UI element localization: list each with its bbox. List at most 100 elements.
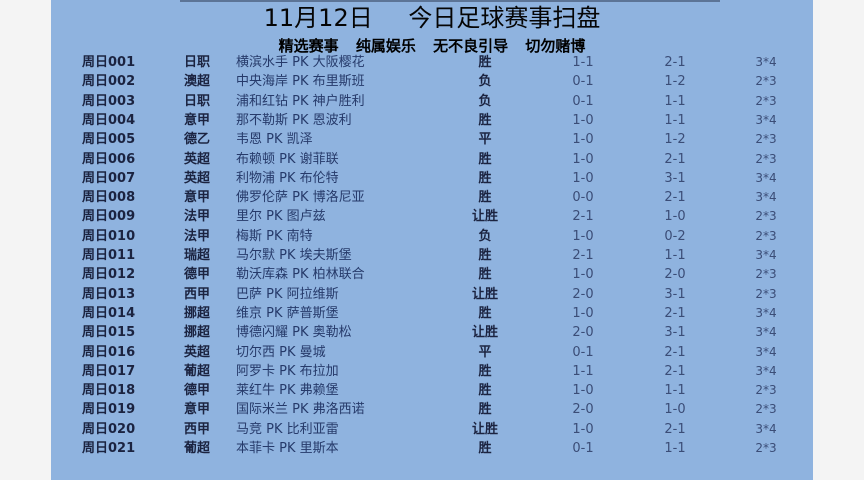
goals-pick: 3*4 [755,421,777,436]
goals-pick: 3*4 [755,305,777,320]
score-pick-1: 0-1 [572,74,594,90]
score-pick-2: 2-1 [664,421,686,437]
match-id: 周日005 [82,132,136,148]
table-row: 周日012 德甲 勒沃库森 PK 柏林联合 胜 1-0 2-0 2*3 [0,265,864,284]
fixture: 本菲卡 PK 里斯本 [236,441,339,456]
prediction: 平 [478,132,492,148]
match-id: 周日014 [82,305,136,321]
match-id: 周日012 [82,267,136,283]
score-pick-2: 2-1 [664,363,686,379]
table-row: 周日008 意甲 佛罗伦萨 PK 博洛尼亚 胜 0-0 2-1 3*4 [0,188,864,207]
fixture: 马尔默 PK 埃夫斯堡 [236,248,352,263]
goals-pick: 3*4 [755,248,777,262]
score-pick-1: 2-0 [572,402,594,418]
league: 挪超 [184,325,211,341]
goals-pick: 3*4 [755,190,777,205]
league: 英超 [184,151,211,167]
match-id: 周日002 [82,74,136,90]
table-row: 周日001 日职 横滨水手 PK 大阪樱花 胜 1-1 2-1 3*4 [0,53,864,72]
league: 法甲 [184,209,211,225]
prediction: 胜 [478,383,492,399]
table-row: 周日013 西甲 巴萨 PK 阿拉维斯 让胜 2-0 3-1 2*3 [0,285,864,304]
goals-pick: 2*3 [755,228,777,243]
score-pick-1: 0-0 [572,190,594,206]
prediction: 胜 [478,267,492,283]
score-pick-1: 0-1 [572,344,594,360]
table-row: 周日018 德甲 莱红牛 PK 弗赖堡 胜 1-0 1-1 2*3 [0,381,864,400]
fixture: 里尔 PK 图卢兹 [236,209,326,225]
prediction: 让胜 [471,325,498,341]
score-pick-1: 1-0 [572,132,594,148]
league: 日职 [184,93,211,109]
match-id: 周日011 [82,248,136,263]
goals-pick: 3*4 [755,112,777,127]
score-pick-2: 1-2 [664,132,686,148]
fixture: 梅斯 PK 南特 [236,228,313,244]
fixture: 佛罗伦萨 PK 博洛尼亚 [236,190,365,206]
match-id: 周日018 [82,383,136,399]
goals-pick: 2*3 [755,383,777,398]
league: 德甲 [184,383,211,399]
table-row: 周日005 德乙 韦恩 PK 凯泽 平 1-0 1-2 2*3 [0,130,864,149]
score-pick-1: 0-1 [572,441,594,456]
table-row: 周日004 意甲 那不勒斯 PK 恩波利 胜 1-0 1-1 3*4 [0,111,864,130]
fixture: 中央海岸 PK 布里斯班 [236,74,365,90]
score-pick-1: 1-0 [572,383,594,399]
score-pick-1: 2-1 [572,209,594,225]
league: 意甲 [184,112,211,128]
match-id: 周日015 [82,325,136,341]
prediction: 胜 [478,151,492,167]
right-margin [813,0,864,480]
match-id: 周日008 [82,190,136,206]
fixture: 马竞 PK 比利亚雷 [236,421,339,437]
prediction: 胜 [478,441,492,456]
score-pick-1: 2-0 [572,325,594,341]
score-pick-1: 1-0 [572,305,594,321]
match-id: 周日001 [82,55,136,70]
score-pick-1: 1-1 [572,363,594,379]
prediction: 负 [478,93,492,109]
score-pick-2: 1-0 [664,402,686,418]
league: 法甲 [184,228,211,244]
league: 英超 [184,170,211,186]
table-row: 周日015 挪超 博德闪耀 PK 奥勒松 让胜 2-0 3-1 3*4 [0,323,864,342]
league: 挪超 [184,305,211,321]
score-pick-1: 1-0 [572,228,594,244]
goals-pick: 2*3 [755,74,777,89]
fixture: 切尔西 PK 曼城 [236,344,326,360]
score-pick-2: 1-1 [664,383,686,399]
league: 日职 [184,55,211,70]
league: 意甲 [184,402,211,418]
table-row: 周日007 英超 利物浦 PK 布伦特 胜 1-0 3-1 3*4 [0,169,864,188]
match-id: 周日016 [82,344,136,360]
prediction: 负 [478,228,492,244]
goals-pick: 2*3 [755,267,777,282]
match-id: 周日019 [82,402,136,418]
match-id: 周日021 [82,441,136,456]
match-id: 周日010 [82,228,136,244]
table-row: 周日021 葡超 本菲卡 PK 里斯本 胜 0-1 1-1 2*3 [0,439,864,458]
table-row: 周日016 英超 切尔西 PK 曼城 平 0-1 2-1 3*4 [0,343,864,362]
fixture: 莱红牛 PK 弗赖堡 [236,383,339,399]
slogan: 精选赛事 纯属娱乐 无不良引导 切勿赌博 [278,37,586,55]
table-row: 周日006 英超 布赖顿 PK 谢菲联 胜 1-0 2-1 2*3 [0,150,864,169]
fixture: 维京 PK 萨普斯堡 [236,305,339,321]
goals-pick: 3*4 [755,170,777,185]
prediction: 让胜 [471,421,498,437]
fixture: 韦恩 PK 凯泽 [236,132,313,148]
fixture: 巴萨 PK 阿拉维斯 [236,286,339,302]
match-id: 周日020 [82,421,136,437]
score-pick-2: 1-1 [664,248,686,263]
score-pick-1: 1-0 [572,151,594,167]
goals-pick: 2*3 [755,441,777,455]
goals-pick: 3*4 [755,344,777,359]
score-pick-2: 1-1 [664,93,686,109]
table-row: 周日017 葡超 阿罗卡 PK 布拉加 胜 1-1 2-1 3*4 [0,362,864,381]
match-id: 周日007 [82,170,136,186]
goals-pick: 3*4 [755,55,777,69]
score-pick-2: 1-1 [664,112,686,128]
score-pick-2: 1-0 [664,209,686,225]
table-row: 周日020 西甲 马竞 PK 比利亚雷 让胜 1-0 2-1 3*4 [0,420,864,439]
league: 德乙 [184,132,211,148]
